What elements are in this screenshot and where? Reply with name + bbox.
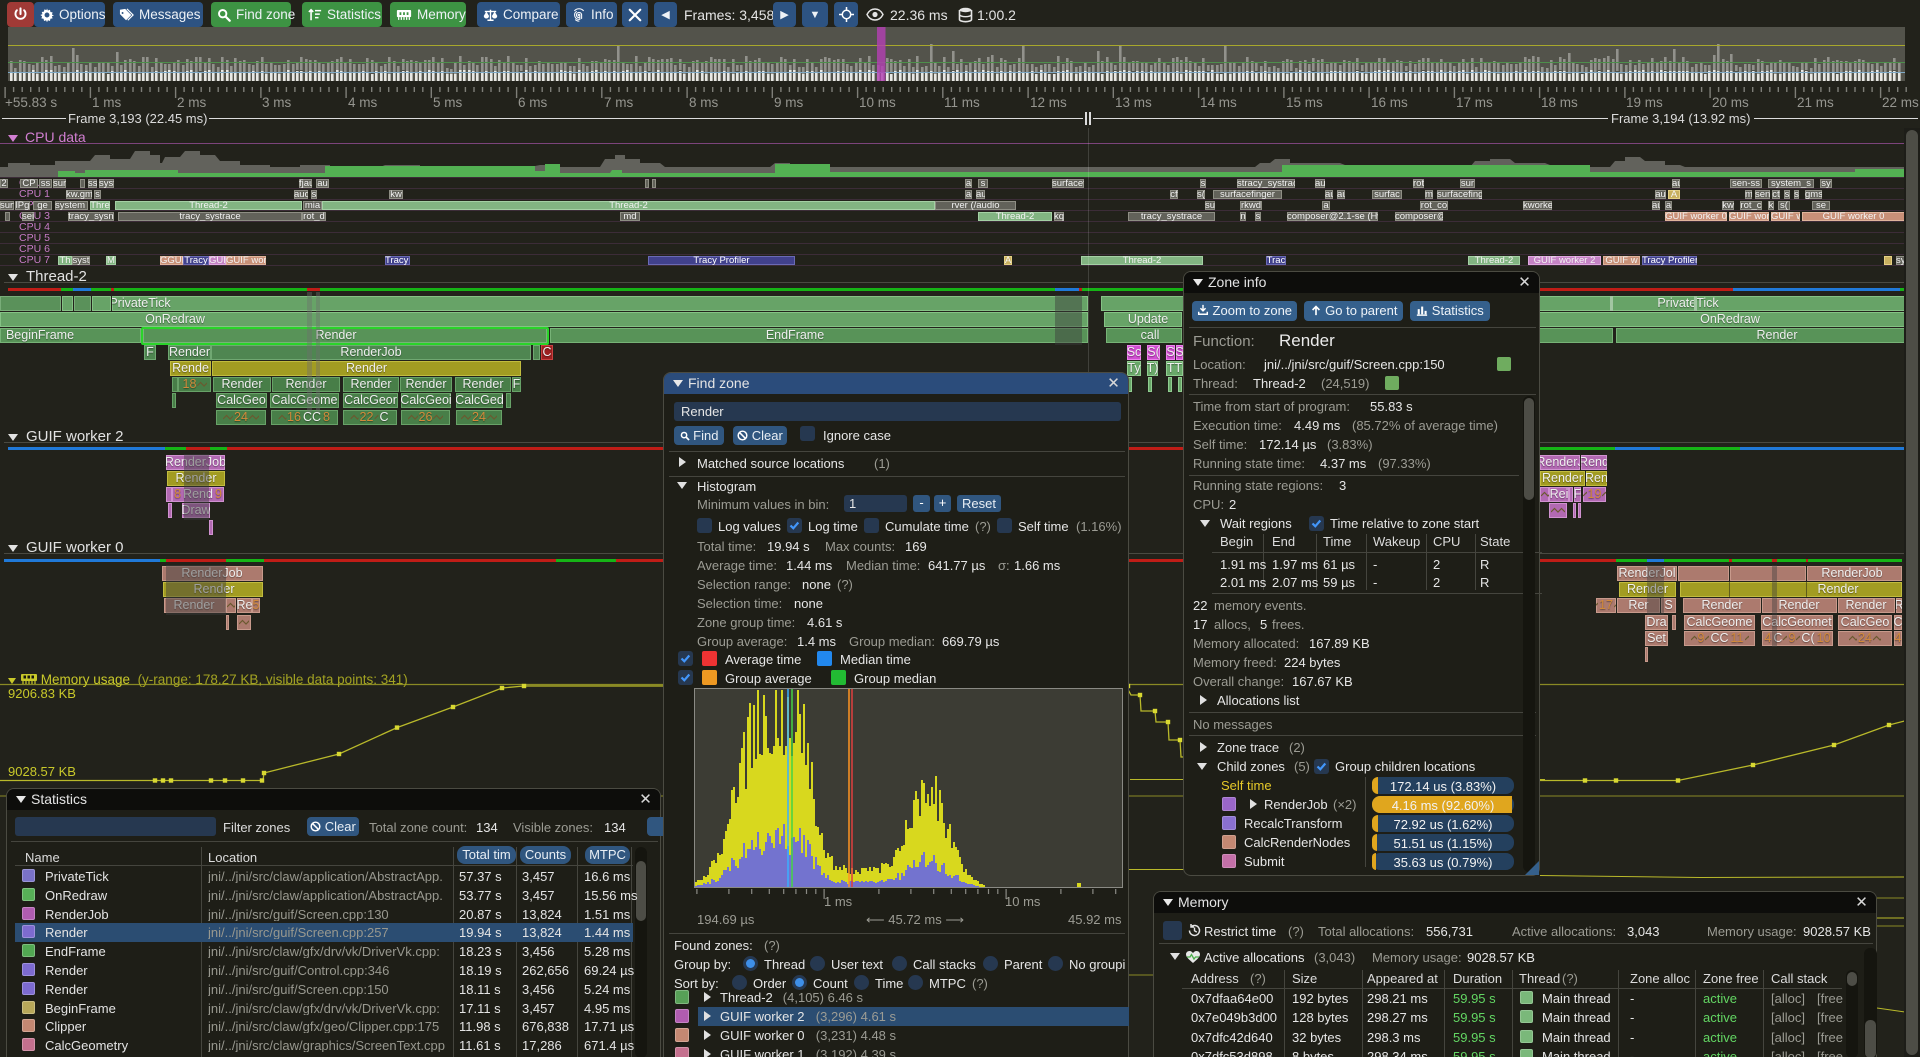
svg-text:13 ms: 13 ms	[1115, 95, 1152, 110]
svg-text:7 ms: 7 ms	[604, 95, 634, 110]
svg-text:15 ms: 15 ms	[1286, 95, 1323, 110]
svg-text:8 ms: 8 ms	[689, 95, 719, 110]
svg-text:16 ms: 16 ms	[1371, 95, 1408, 110]
svg-text:11 ms: 11 ms	[944, 95, 980, 110]
svg-text:9 ms: 9 ms	[774, 95, 804, 110]
svg-text:12 ms: 12 ms	[1030, 95, 1067, 110]
svg-text:Frame 3,193 (22.45 ms): Frame 3,193 (22.45 ms)	[68, 111, 207, 126]
svg-text:21 ms: 21 ms	[1797, 95, 1834, 110]
svg-text:14 ms: 14 ms	[1200, 95, 1237, 110]
svg-text:5 ms: 5 ms	[433, 95, 463, 110]
svg-text:+55.83 s: +55.83 s	[5, 95, 57, 110]
svg-text:10 ms: 10 ms	[859, 95, 896, 110]
svg-text:22 ms: 22 ms	[1882, 95, 1919, 110]
svg-text:18 ms: 18 ms	[1541, 95, 1578, 110]
svg-text:6 ms: 6 ms	[518, 95, 548, 110]
svg-text:3 ms: 3 ms	[262, 95, 292, 110]
svg-text:17 ms: 17 ms	[1456, 95, 1493, 110]
svg-text:Frame 3,194 (13.92 ms): Frame 3,194 (13.92 ms)	[1611, 111, 1750, 126]
svg-text:19 ms: 19 ms	[1626, 95, 1663, 110]
svg-text:2 ms: 2 ms	[177, 95, 207, 110]
svg-text:4 ms: 4 ms	[348, 95, 378, 110]
svg-text:1 ms: 1 ms	[92, 95, 122, 110]
svg-text:20 ms: 20 ms	[1712, 95, 1749, 110]
